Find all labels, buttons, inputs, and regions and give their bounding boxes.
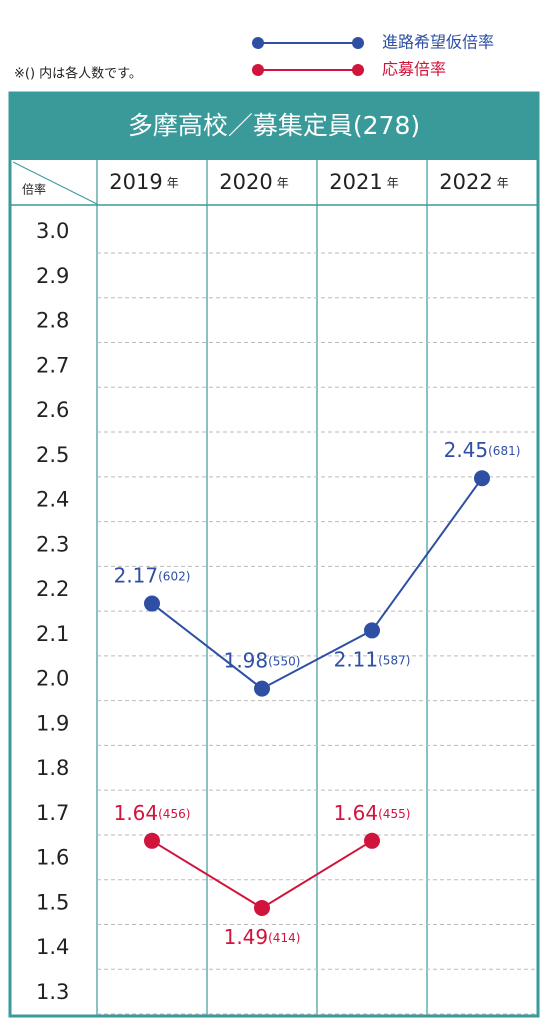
series-line (151, 839, 373, 910)
chart-title: 多摩高校／募集定員(278) (128, 111, 420, 140)
y-tick-label: 2.8 (36, 309, 69, 333)
x-tick-label: 2021 年 (329, 170, 398, 194)
year-suffix: 年 (387, 176, 399, 190)
year: 2022 (439, 170, 492, 194)
count: (456) (158, 806, 190, 820)
year-suffix: 年 (167, 176, 179, 190)
point (364, 622, 380, 639)
series-line (151, 477, 483, 690)
year-suffix: 年 (277, 176, 289, 190)
legend-dot (252, 64, 264, 76)
year: 2021 (329, 170, 382, 194)
count: (587) (378, 653, 410, 667)
y-tick-label: 2.0 (36, 667, 69, 691)
legend-label: 進路希望仮倍率 (382, 33, 494, 52)
value-label: 1.98(550) (224, 648, 301, 672)
point (144, 595, 160, 612)
value: 2.45 (444, 438, 489, 462)
value: 1.98 (224, 648, 269, 672)
value-label: 2.11(587) (334, 647, 411, 671)
y-tick-label: 1.5 (36, 890, 69, 914)
value: 1.64 (334, 800, 379, 824)
value: 1.64 (114, 800, 159, 824)
y-tick-label: 2.7 (36, 353, 69, 377)
y-tick-label: 1.3 (36, 980, 69, 1004)
year: 2020 (219, 170, 272, 194)
x-tick-label: 2022 年 (439, 170, 508, 194)
value-label: 2.17(602) (114, 563, 191, 587)
point (474, 470, 490, 487)
value: 2.17 (114, 563, 159, 587)
legend-label: 応募倍率 (382, 60, 446, 79)
x-tick-label: 2019 年 (109, 170, 178, 194)
title-band (10, 93, 538, 160)
legend-dot (352, 37, 364, 49)
y-tick-label: 1.8 (36, 756, 69, 780)
value: 1.49 (224, 924, 269, 948)
y-tick-label: 1.6 (36, 846, 69, 870)
count: (602) (158, 569, 190, 583)
year-suffix: 年 (497, 176, 509, 190)
legend-dot (352, 64, 364, 76)
count: (550) (268, 654, 300, 668)
count: (681) (488, 444, 520, 458)
point (144, 832, 160, 849)
legend-dot (252, 37, 264, 49)
count: (455) (378, 806, 410, 820)
point (254, 899, 270, 916)
value-label: 1.64(456) (114, 800, 191, 824)
y-tick-label: 1.4 (36, 935, 69, 959)
x-tick-label: 2020 年 (219, 170, 288, 194)
value-label: 1.64(455) (334, 800, 411, 824)
y-axis-label: 倍率 (22, 182, 46, 197)
y-tick-label: 2.2 (36, 577, 69, 601)
y-tick-label: 2.5 (36, 443, 69, 467)
year: 2019 (109, 170, 162, 194)
point (254, 680, 270, 697)
count: (414) (268, 930, 300, 944)
frame (8, 91, 540, 1018)
point (364, 832, 380, 849)
y-tick-label: 1.9 (36, 711, 69, 735)
corner-diagonal (12, 161, 98, 205)
y-tick-label: 2.3 (36, 532, 69, 556)
y-tick-label: 2.9 (36, 264, 69, 288)
y-tick-label: 3.0 (36, 219, 69, 243)
y-tick-label: 2.4 (36, 488, 69, 512)
value-label: 2.45(681) (444, 438, 521, 462)
y-tick-label: 1.7 (36, 801, 69, 825)
value-label: 1.49(414) (224, 924, 301, 948)
y-tick-label: 2.1 (36, 622, 69, 646)
note: ※() 内は各人数です。 (14, 66, 142, 82)
value: 2.11 (334, 647, 379, 671)
y-tick-label: 2.6 (36, 398, 69, 422)
